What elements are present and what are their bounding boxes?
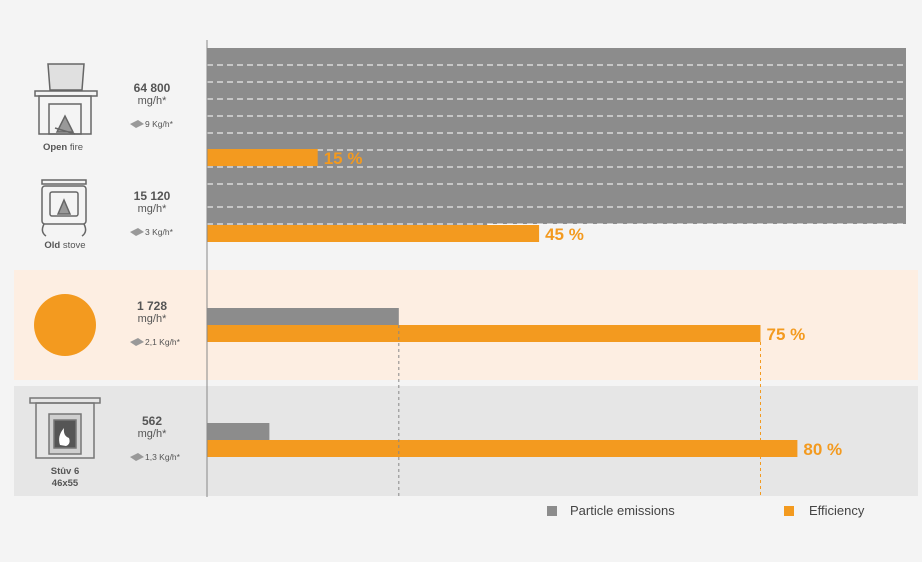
emission-bar-segment bbox=[207, 48, 906, 65]
emission-unit: mg/h* bbox=[138, 313, 167, 325]
open-fire-icon bbox=[34, 63, 98, 135]
efficiency-label: 15 % bbox=[324, 149, 363, 168]
emission-bar-segment bbox=[207, 167, 906, 184]
efficiency-label: 75 % bbox=[767, 325, 806, 344]
legend-swatch-emissions bbox=[547, 506, 557, 516]
legend-label-emissions: Particle emissions bbox=[570, 503, 675, 518]
fuel-consumption: 9 Kg/h* bbox=[145, 119, 174, 129]
emission-value: 1 728 bbox=[137, 299, 167, 313]
wood-log-icon bbox=[130, 453, 144, 461]
category-label-old-stove: Old stove bbox=[44, 240, 85, 251]
legend-label-efficiency: Efficiency bbox=[809, 503, 865, 518]
efficiency-label: 80 % bbox=[803, 440, 842, 459]
emission-unit: mg/h* bbox=[138, 203, 167, 215]
efficiency-label: 45 % bbox=[545, 225, 584, 244]
emission-bar-segment bbox=[207, 116, 906, 133]
category-label-open-fire: Open fire bbox=[43, 142, 83, 153]
emission-value: 64 800 bbox=[134, 81, 171, 95]
emission-bar-segment bbox=[207, 207, 906, 224]
emission-bar-segment bbox=[207, 190, 906, 207]
emission-value: 15 120 bbox=[134, 189, 171, 203]
fuel-consumption: 3 Kg/h* bbox=[145, 227, 174, 237]
emission-bar-segment bbox=[207, 150, 906, 167]
category-label-stuv: 46x55 bbox=[52, 478, 79, 489]
fuel-consumption: 1,3 Kg/h* bbox=[145, 452, 181, 462]
category-label-stuv: Stûv 6 bbox=[51, 466, 80, 477]
emission-bar-segment bbox=[207, 99, 906, 116]
emission-bar-segment bbox=[207, 308, 399, 325]
efficiency-bar bbox=[207, 149, 318, 166]
efficiency-bar bbox=[207, 225, 540, 242]
eco-design-badge bbox=[34, 294, 96, 356]
wood-log-icon bbox=[130, 120, 144, 128]
emission-bar-segment bbox=[207, 82, 906, 99]
wood-log-icon bbox=[130, 228, 144, 236]
emission-bar-segment bbox=[207, 133, 906, 150]
emission-unit: mg/h* bbox=[138, 428, 167, 440]
emission-unit: mg/h* bbox=[138, 95, 167, 107]
old-stove-icon bbox=[41, 179, 87, 237]
fuel-consumption: 2,1 Kg/h* bbox=[145, 337, 181, 347]
efficiency-bar bbox=[207, 440, 798, 457]
emission-bar-segment bbox=[207, 65, 906, 82]
stuv-fireplace-icon bbox=[29, 397, 101, 459]
emission-bar-segment bbox=[207, 423, 270, 440]
emission-value: 562 bbox=[142, 414, 162, 428]
wood-log-icon bbox=[130, 338, 144, 346]
legend-swatch-efficiency bbox=[784, 506, 794, 516]
efficiency-bar bbox=[207, 325, 761, 342]
